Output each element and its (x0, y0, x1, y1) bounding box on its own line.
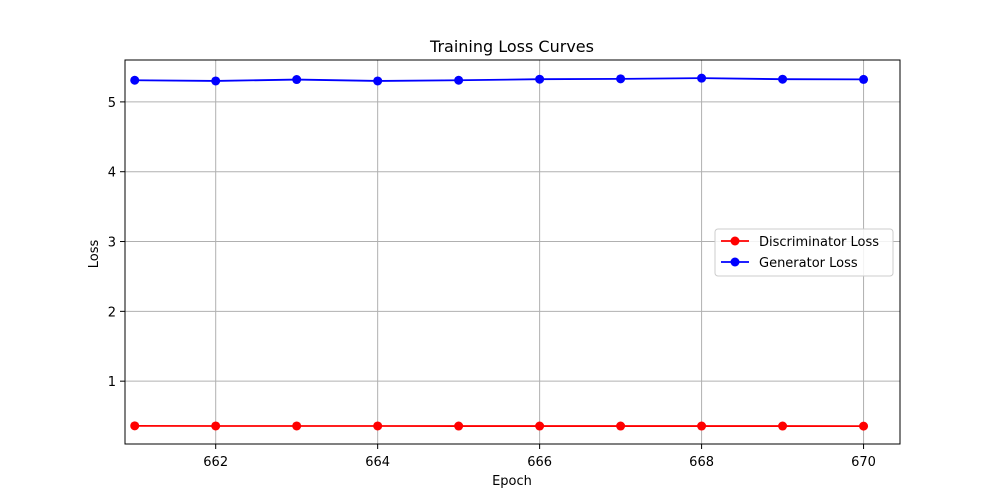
data-point-generator (535, 74, 545, 84)
plot-area: 662 664 666 668 670 1 2 3 4 5 (108, 59, 901, 470)
data-point-discriminator (778, 421, 788, 431)
data-point-generator (859, 74, 869, 84)
legend-entry-generator: Generator Loss (721, 256, 858, 271)
data-point-discriminator (859, 421, 869, 431)
data-series (130, 73, 869, 431)
x-axis-title: Epoch (492, 474, 532, 489)
series-generator (130, 73, 869, 86)
data-point-generator (130, 75, 140, 85)
x-tick-label: 666 (527, 455, 552, 470)
data-point-discriminator (616, 421, 626, 431)
series-line-generator (134, 77, 864, 82)
x-tick-label: 664 (365, 455, 390, 470)
legend-box (714, 228, 894, 277)
data-point-discriminator (292, 421, 302, 431)
y-tick-label: 2 (108, 305, 116, 320)
legend-label-discriminator: Discriminator Loss (759, 235, 879, 250)
x-tick-label: 670 (851, 455, 876, 470)
axis-ticks: 662 664 666 668 670 1 2 3 4 5 (108, 96, 876, 470)
y-tick-label: 3 (108, 236, 116, 251)
legend-marker-generator (730, 257, 740, 267)
data-point-discriminator (454, 421, 464, 431)
data-point-discriminator (211, 421, 221, 431)
plot-frame (124, 59, 901, 445)
data-point-generator (778, 74, 788, 84)
data-point-generator (454, 75, 464, 85)
legend-entry-discriminator: Discriminator Loss (721, 235, 879, 250)
y-tick-label: 1 (108, 375, 116, 390)
data-point-generator (616, 74, 626, 84)
y-axis-title: Loss (87, 240, 102, 269)
legend: Discriminator Loss Generator Loss (714, 228, 894, 277)
data-point-discriminator (130, 421, 140, 431)
data-point-discriminator (373, 421, 383, 431)
chart-title: Training Loss Curves (429, 37, 594, 56)
series-discriminator (130, 421, 869, 431)
legend-label-generator: Generator Loss (759, 256, 858, 271)
data-point-discriminator (697, 421, 707, 431)
legend-marker-discriminator (730, 236, 740, 246)
x-tick-label: 662 (203, 455, 228, 470)
data-point-generator (292, 75, 302, 85)
data-point-generator (211, 76, 221, 86)
y-tick-label: 5 (108, 96, 116, 111)
y-tick-label: 4 (108, 166, 116, 181)
data-point-generator (697, 73, 707, 83)
data-point-discriminator (535, 421, 545, 431)
data-point-generator (373, 76, 383, 86)
x-tick-label: 668 (689, 455, 714, 470)
